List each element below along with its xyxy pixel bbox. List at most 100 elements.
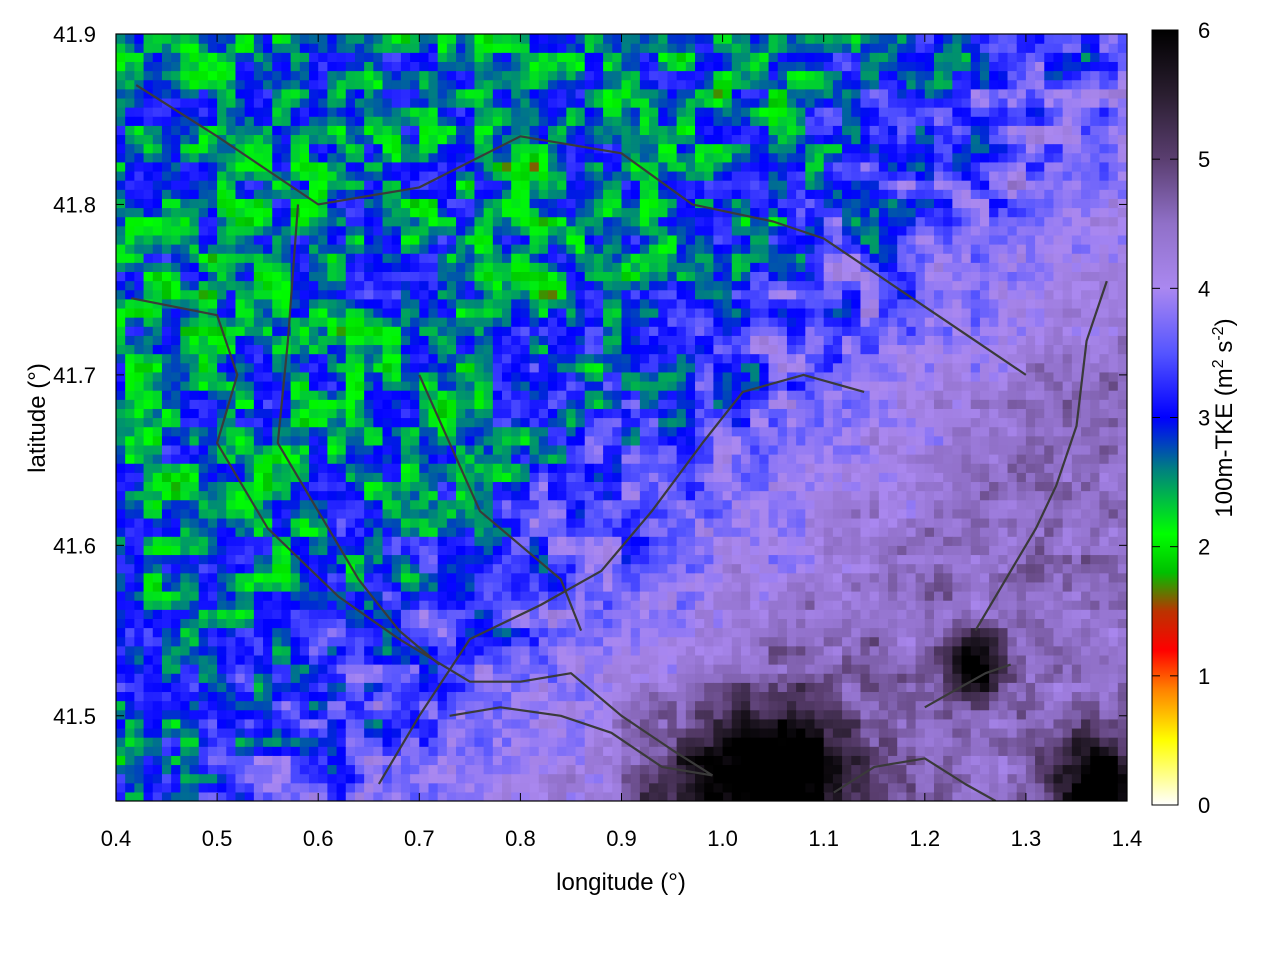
heatmap-cell xyxy=(207,572,218,583)
heatmap-cell xyxy=(630,61,641,72)
heatmap-cell xyxy=(217,70,227,81)
heatmap-cell xyxy=(511,97,521,108)
heatmap-cell xyxy=(575,545,586,556)
heatmap-cell xyxy=(272,225,283,236)
heatmap-cell xyxy=(125,189,135,199)
heatmap-cell xyxy=(612,417,623,428)
heatmap-cell xyxy=(520,353,531,364)
heatmap-cell xyxy=(272,481,283,492)
heatmap-cell xyxy=(116,70,126,81)
heatmap-cell xyxy=(492,408,503,419)
heatmap-cell xyxy=(207,152,218,163)
heatmap-cell xyxy=(649,362,659,373)
heatmap-cell xyxy=(189,43,200,53)
heatmap-cell xyxy=(593,353,604,364)
heatmap-cell xyxy=(318,435,328,446)
heatmap-cell xyxy=(207,280,218,291)
heatmap-cell xyxy=(639,335,650,346)
heatmap-cell xyxy=(207,508,218,519)
heatmap-cell xyxy=(446,508,457,519)
heatmap-cell xyxy=(529,554,540,565)
heatmap-cell xyxy=(318,718,328,729)
heatmap-cell xyxy=(437,390,448,400)
heatmap-cell xyxy=(217,682,227,693)
heatmap-cell xyxy=(465,508,476,519)
heatmap-cell xyxy=(143,609,154,619)
heatmap-cell xyxy=(244,271,255,282)
heatmap-cell xyxy=(630,34,641,44)
heatmap-cell xyxy=(336,737,347,747)
heatmap-cell xyxy=(336,654,347,665)
heatmap-cell xyxy=(143,654,154,665)
heatmap-cell xyxy=(290,362,301,373)
heatmap-cell xyxy=(309,189,319,199)
heatmap-cell xyxy=(281,116,292,126)
heatmap-cell xyxy=(198,709,209,720)
heatmap-cell xyxy=(189,554,200,565)
heatmap-cell xyxy=(446,590,457,601)
heatmap-cell xyxy=(299,34,310,44)
heatmap-cell xyxy=(483,207,494,218)
heatmap-cell xyxy=(575,371,586,382)
heatmap-cell xyxy=(116,371,126,382)
heatmap-cell xyxy=(226,180,237,190)
heatmap-cell xyxy=(373,170,384,181)
heatmap-cell xyxy=(189,134,200,145)
heatmap-cell xyxy=(327,307,338,318)
heatmap-cell xyxy=(593,764,604,775)
heatmap-cell xyxy=(547,207,558,218)
heatmap-cell xyxy=(593,344,604,355)
heatmap-cell xyxy=(309,782,319,793)
heatmap-cell xyxy=(290,737,301,747)
heatmap-cell xyxy=(630,262,641,272)
heatmap-cell xyxy=(502,481,512,492)
heatmap-cell xyxy=(575,225,586,236)
heatmap-cell xyxy=(446,170,457,181)
heatmap-cell xyxy=(520,152,531,163)
heatmap-cell xyxy=(272,79,283,90)
heatmap-cell xyxy=(658,700,669,711)
heatmap-cell xyxy=(474,517,485,528)
heatmap-cell xyxy=(391,262,402,272)
heatmap-cell xyxy=(538,444,549,455)
heatmap-cell xyxy=(354,682,365,693)
heatmap-cell xyxy=(511,417,521,428)
heatmap-cell xyxy=(428,170,439,181)
heatmap-cell xyxy=(658,545,669,556)
heatmap-cell xyxy=(281,472,292,483)
heatmap-cell xyxy=(428,43,439,53)
heatmap-cell xyxy=(134,490,145,501)
heatmap-cell xyxy=(207,755,218,766)
heatmap-cell xyxy=(290,189,301,199)
heatmap-cell xyxy=(152,408,163,419)
heatmap-cell xyxy=(354,472,365,483)
heatmap-cell xyxy=(658,718,669,729)
heatmap-cell xyxy=(483,298,494,309)
heatmap-cell xyxy=(116,43,126,53)
heatmap-cell xyxy=(593,463,604,473)
heatmap-cell xyxy=(189,755,200,766)
heatmap-cell xyxy=(198,545,209,556)
heatmap-cell xyxy=(649,234,659,245)
heatmap-cell xyxy=(621,317,632,327)
heatmap-cell xyxy=(446,609,457,619)
heatmap-cell xyxy=(566,673,577,683)
heatmap-cell xyxy=(171,52,181,62)
heatmap-cell xyxy=(566,417,577,428)
heatmap-cell xyxy=(593,444,604,455)
heatmap-cell xyxy=(630,700,641,711)
heatmap-cell xyxy=(630,180,641,190)
heatmap-cell xyxy=(336,61,347,72)
heatmap-cell xyxy=(253,143,264,154)
heatmap-cell xyxy=(593,426,604,437)
heatmap-cell xyxy=(345,298,356,309)
heatmap-cell xyxy=(400,52,411,62)
heatmap-cell xyxy=(263,463,273,473)
heatmap-cell xyxy=(207,317,218,327)
heatmap-cell xyxy=(658,773,669,784)
heatmap-cell xyxy=(226,435,237,446)
heatmap-cell xyxy=(391,426,402,437)
heatmap-cell xyxy=(566,545,577,556)
heatmap-cell xyxy=(547,746,558,756)
heatmap-cell xyxy=(538,554,549,565)
